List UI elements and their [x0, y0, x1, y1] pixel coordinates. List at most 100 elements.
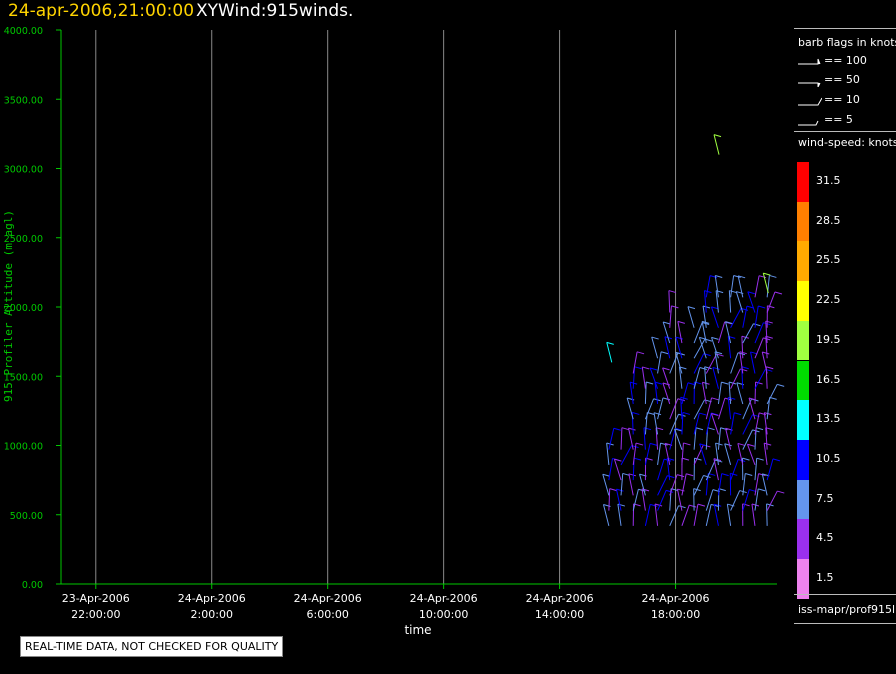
wind-barb	[644, 443, 651, 465]
y-tick-label: 2000.00	[4, 303, 43, 314]
wind-barb	[766, 291, 776, 313]
wind-barb-flag	[711, 336, 719, 340]
wind-barb	[724, 443, 732, 466]
wind-barb	[705, 397, 713, 420]
wind-barb	[730, 308, 742, 329]
wind-barb	[754, 412, 760, 435]
wind-barb	[730, 412, 735, 435]
colorbar-label: 19.5	[816, 332, 841, 346]
wind-barb	[761, 473, 768, 496]
x-tick-time: 10:00:00	[419, 608, 468, 621]
wind-barb	[606, 442, 610, 465]
x-tick-date: 24-Apr-2006	[294, 592, 362, 605]
wind-barb-flag	[704, 290, 712, 294]
wind-barb-flag	[650, 367, 658, 371]
wind-barb-flag	[756, 457, 764, 461]
wind-barb-flag	[724, 443, 732, 447]
wind-barb	[669, 428, 676, 450]
wind-barb-flag	[654, 381, 663, 385]
quality-disclaimer: REAL-TIME DATA, NOT CHECKED FOR QUALITY	[20, 636, 284, 657]
wind-barb-flag	[747, 443, 755, 447]
wind-barb-flag	[728, 396, 736, 400]
wind-barb-flag	[741, 335, 750, 339]
wind-barb	[725, 321, 732, 344]
wind-barb	[653, 412, 659, 435]
wind-barb-flag	[777, 490, 785, 494]
wind-barb-flag	[718, 488, 726, 492]
wind-barb	[641, 366, 646, 389]
wind-barb	[762, 273, 769, 294]
x-tick-date: 23-Apr-2006	[62, 592, 130, 605]
wind-barb-flag	[764, 442, 772, 446]
wind-barb	[754, 381, 757, 404]
colorbar-swatch	[797, 479, 809, 520]
wind-barb	[681, 412, 684, 435]
wind-barb-flag	[671, 305, 679, 309]
wind-barb	[669, 305, 672, 328]
wind-barb	[680, 397, 683, 420]
legend-panel: barb flags in knots == 100 == 50 == 10 =…	[794, 28, 896, 624]
wind-barb	[728, 290, 732, 313]
wind-barb	[654, 382, 659, 405]
wind-barb-flag	[687, 382, 696, 386]
wind-barb	[741, 336, 744, 359]
wind-barb	[620, 445, 632, 466]
wind-barb-flag	[747, 291, 755, 295]
wind-barb-flag	[681, 457, 690, 461]
wind-barb	[754, 275, 760, 298]
wind-barb	[669, 505, 680, 527]
wind-barb-flag	[678, 505, 686, 509]
wind-barb	[705, 275, 711, 298]
wind-barb-flag	[699, 366, 707, 370]
wind-barb-flag	[680, 396, 688, 400]
wind-barb	[730, 368, 741, 389]
wind-barb-flag	[767, 305, 775, 309]
wind-barb	[705, 504, 712, 526]
x-tick-time: 22:00:00	[71, 608, 120, 621]
wind-barb	[717, 398, 726, 420]
wind-barb	[717, 321, 726, 344]
barb-flag-label: == 5	[824, 113, 853, 126]
y-tick-label: 3500.00	[4, 95, 43, 106]
wind-barb-flag	[635, 442, 644, 446]
wind-barb	[617, 503, 622, 526]
wind-barb-flag	[711, 306, 719, 310]
colorbar-swatch	[797, 320, 809, 361]
colorbar-swatch	[797, 439, 809, 480]
wind-barb	[628, 473, 634, 496]
colorbar-swatch	[797, 400, 809, 440]
speed-legend-title: wind-speed: knots	[798, 136, 896, 149]
colorbar-swatch	[797, 201, 809, 242]
wind-barb-flag	[686, 473, 694, 477]
wind-barb-flag	[660, 351, 669, 355]
wind-barb	[657, 458, 665, 481]
wind-barb	[727, 336, 732, 359]
wind-barb	[681, 382, 689, 405]
wind-barb	[754, 458, 758, 481]
colorbar-label: 28.5	[816, 213, 841, 227]
wind-barb-flag	[755, 427, 764, 431]
wind-barb	[736, 382, 744, 405]
wind-barb	[664, 443, 671, 465]
wind-barb-flag	[774, 291, 783, 295]
wind-barb-flag	[712, 366, 720, 370]
wind-barb-flag	[740, 307, 749, 311]
wind-barb	[632, 443, 637, 465]
wind-barb-flag	[689, 504, 697, 508]
colorbar-label: 13.5	[816, 412, 841, 426]
wind-barb	[711, 337, 719, 359]
wind-barb	[754, 369, 766, 389]
wind-barb-flag	[721, 473, 729, 477]
wind-barb-flag	[777, 383, 785, 387]
wind-barb-flag	[653, 412, 662, 416]
wind-barb	[763, 443, 768, 465]
wind-barb-flag	[616, 488, 624, 492]
x-tick-time: 2:00:00	[191, 608, 233, 621]
y-axis-label: 915 Profiler Altitude (m agl)	[2, 210, 15, 402]
wind-barb-flag	[733, 275, 741, 278]
wind-barb-flag	[742, 457, 750, 461]
wind-barb	[662, 382, 671, 405]
barb-flag-label: == 10	[824, 93, 860, 106]
wind-barb-flag	[628, 473, 636, 477]
wind-barb	[644, 504, 651, 526]
